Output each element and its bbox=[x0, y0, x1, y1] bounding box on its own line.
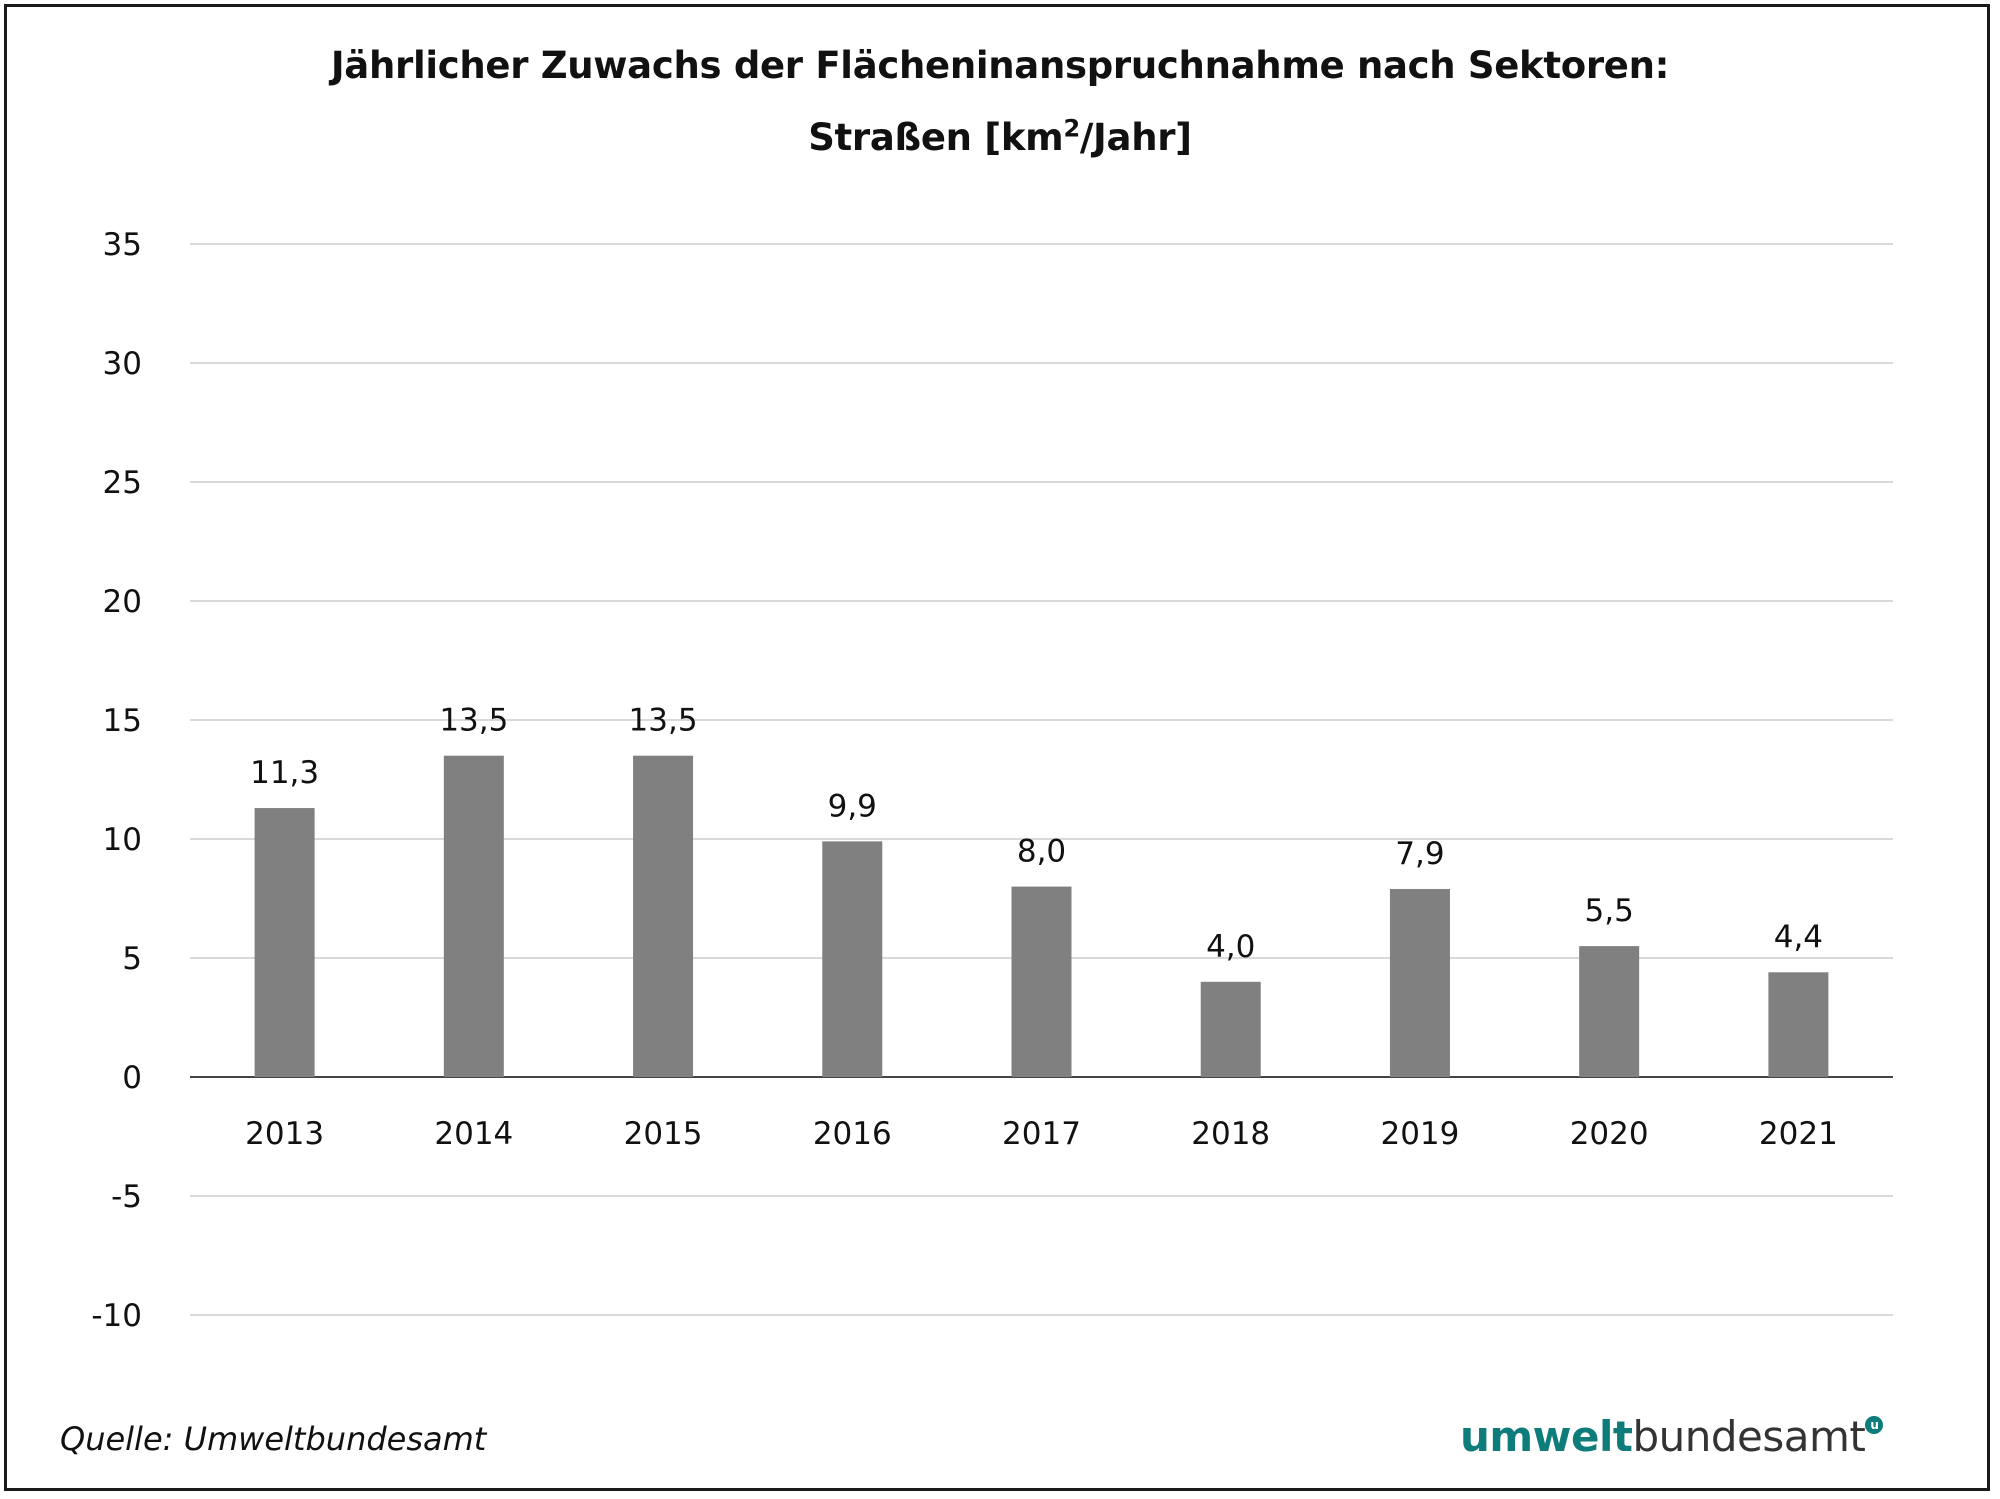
x-tick-label: 2021 bbox=[1759, 1116, 1838, 1152]
y-tick-label: 20 bbox=[103, 584, 142, 620]
y-tick-label: 35 bbox=[103, 227, 142, 263]
x-tick-label: 2013 bbox=[245, 1116, 324, 1152]
y-tick-label: 25 bbox=[103, 465, 142, 501]
data-label: 4,4 bbox=[1774, 919, 1823, 955]
x-tick-label: 2017 bbox=[1002, 1116, 1081, 1152]
x-tick-label: 2015 bbox=[624, 1116, 703, 1152]
data-label: 13,5 bbox=[439, 703, 508, 739]
data-label: 13,5 bbox=[629, 703, 698, 739]
chart-title-line2: Straßen [km2/Jahr] bbox=[808, 114, 1192, 159]
logo-u-mark: u bbox=[1865, 1416, 1884, 1434]
bar bbox=[1011, 886, 1072, 1077]
x-tick-label: 2014 bbox=[434, 1116, 513, 1152]
bar bbox=[1768, 972, 1829, 1077]
data-label: 9,9 bbox=[828, 788, 877, 824]
y-tick-label: 0 bbox=[122, 1060, 142, 1096]
y-tick-label: -10 bbox=[91, 1298, 142, 1334]
chart-frame bbox=[4, 4, 1990, 1491]
y-tick-label: 5 bbox=[122, 941, 142, 977]
x-tick-label: 2019 bbox=[1380, 1116, 1459, 1152]
x-tick-label: 2016 bbox=[813, 1116, 892, 1152]
source-note: Quelle: Umweltbundesamt bbox=[60, 1420, 487, 1458]
y-tick-label: 10 bbox=[103, 822, 142, 858]
y-tick-label: -5 bbox=[111, 1179, 142, 1215]
bar bbox=[633, 755, 694, 1077]
x-tick-label: 2020 bbox=[1570, 1116, 1649, 1152]
data-label: 7,9 bbox=[1395, 836, 1444, 872]
data-label: 8,0 bbox=[1017, 834, 1066, 870]
bar bbox=[1389, 888, 1450, 1077]
chart-title: Jährlicher Zuwachs der Flächeninanspruch… bbox=[0, 30, 2000, 174]
bar bbox=[443, 755, 504, 1077]
y-tick-label: 30 bbox=[103, 346, 142, 382]
bar bbox=[822, 841, 883, 1077]
bar bbox=[1200, 981, 1261, 1077]
bar bbox=[1579, 946, 1640, 1077]
x-tick-label: 2018 bbox=[1191, 1116, 1270, 1152]
data-label: 4,0 bbox=[1206, 929, 1255, 965]
data-label: 5,5 bbox=[1585, 893, 1634, 929]
bar bbox=[254, 808, 315, 1077]
data-label: 11,3 bbox=[250, 755, 319, 791]
chart-title-line1: Jährlicher Zuwachs der Flächeninanspruch… bbox=[330, 44, 1670, 87]
y-tick-label: 15 bbox=[103, 703, 142, 739]
umweltbundesamt-logo: umweltbundesamt u bbox=[1460, 1412, 1884, 1461]
